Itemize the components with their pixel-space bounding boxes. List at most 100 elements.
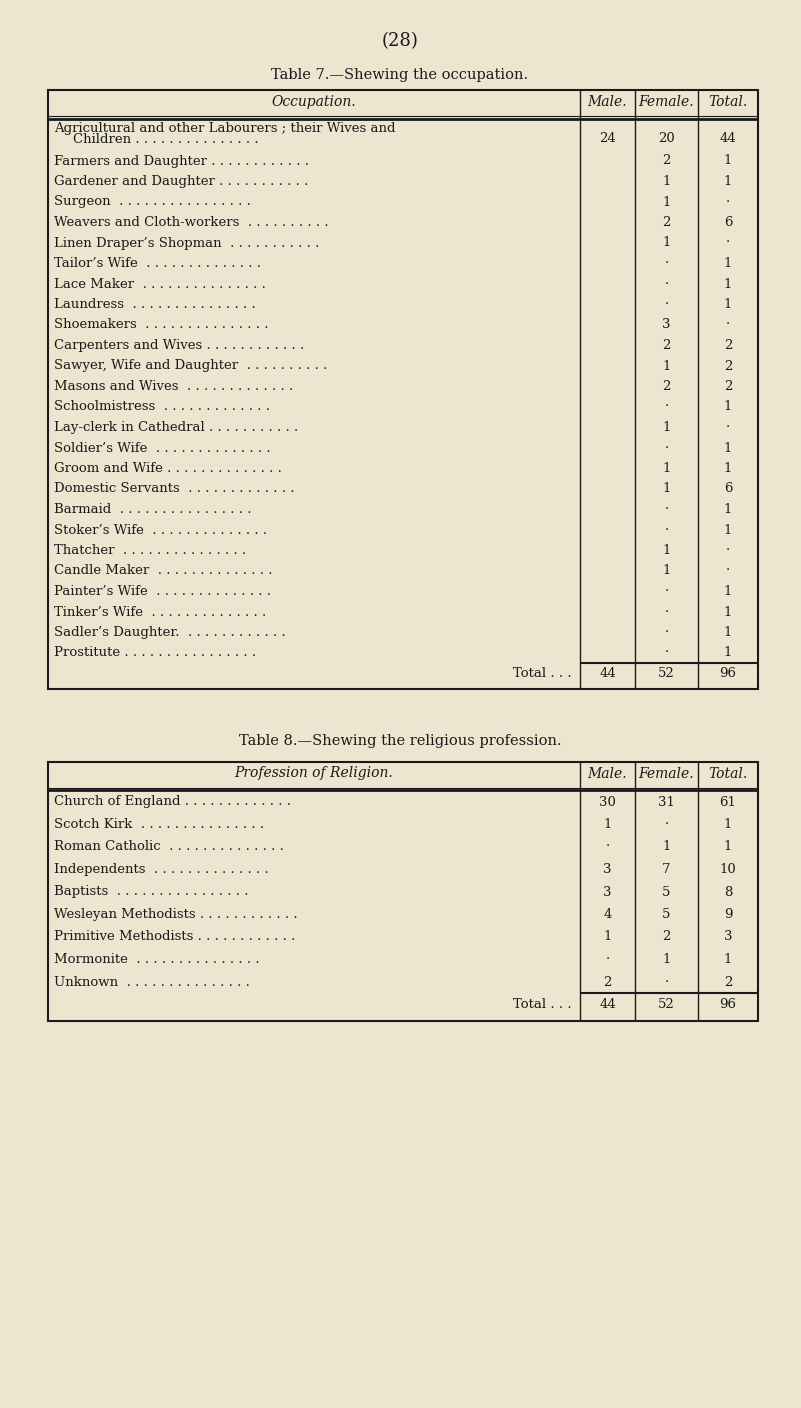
- Text: 52: 52: [658, 998, 675, 1011]
- Text: 2: 2: [662, 380, 670, 393]
- Text: 3: 3: [603, 886, 612, 898]
- Text: Lace Maker  . . . . . . . . . . . . . . .: Lace Maker . . . . . . . . . . . . . . .: [54, 277, 266, 290]
- Text: 52: 52: [658, 667, 675, 680]
- Bar: [48, 90, 758, 689]
- Text: Gardener and Daughter . . . . . . . . . . .: Gardener and Daughter . . . . . . . . . …: [54, 175, 308, 189]
- Text: Surgeon  . . . . . . . . . . . . . . . .: Surgeon . . . . . . . . . . . . . . . .: [54, 196, 251, 208]
- Text: ·: ·: [664, 627, 669, 639]
- Text: 1: 1: [724, 298, 732, 311]
- Text: 24: 24: [599, 132, 616, 145]
- Text: 1: 1: [662, 196, 670, 208]
- Text: Roman Catholic  . . . . . . . . . . . . . .: Roman Catholic . . . . . . . . . . . . .…: [54, 841, 284, 853]
- Text: 1: 1: [724, 841, 732, 853]
- Text: 2: 2: [662, 155, 670, 168]
- Text: Unknown  . . . . . . . . . . . . . . .: Unknown . . . . . . . . . . . . . . .: [54, 976, 250, 988]
- Text: ·: ·: [664, 605, 669, 618]
- Text: ·: ·: [726, 196, 731, 208]
- Text: Prostitute . . . . . . . . . . . . . . . .: Prostitute . . . . . . . . . . . . . . .…: [54, 646, 256, 659]
- Text: Primitive Methodists . . . . . . . . . . . .: Primitive Methodists . . . . . . . . . .…: [54, 931, 296, 943]
- Text: ·: ·: [726, 565, 731, 577]
- Text: Domestic Servants  . . . . . . . . . . . . .: Domestic Servants . . . . . . . . . . . …: [54, 483, 295, 496]
- Text: 1: 1: [662, 841, 670, 853]
- Text: Wesleyan Methodists . . . . . . . . . . . .: Wesleyan Methodists . . . . . . . . . . …: [54, 908, 298, 921]
- Text: Linen Draper’s Shopman  . . . . . . . . . . .: Linen Draper’s Shopman . . . . . . . . .…: [54, 237, 320, 249]
- Text: Female.: Female.: [638, 766, 694, 780]
- Text: 1: 1: [724, 400, 732, 414]
- Text: 1: 1: [603, 818, 612, 831]
- Text: Occupation.: Occupation.: [272, 94, 356, 108]
- Text: Profession of Religion.: Profession of Religion.: [235, 766, 393, 780]
- Text: ·: ·: [664, 524, 669, 536]
- Text: 30: 30: [599, 796, 616, 808]
- Text: 1: 1: [724, 442, 732, 455]
- Text: Total . . .: Total . . .: [513, 667, 572, 680]
- Text: 2: 2: [662, 931, 670, 943]
- Text: Table 7.—Shewing the occupation.: Table 7.—Shewing the occupation.: [272, 68, 529, 82]
- Text: Total.: Total.: [708, 94, 747, 108]
- Text: 3: 3: [603, 863, 612, 876]
- Text: 1: 1: [724, 155, 732, 168]
- Text: Barmaid  . . . . . . . . . . . . . . . .: Barmaid . . . . . . . . . . . . . . . .: [54, 503, 252, 515]
- Text: 1: 1: [724, 818, 732, 831]
- Text: ·: ·: [664, 976, 669, 988]
- Text: 5: 5: [662, 886, 670, 898]
- Text: ·: ·: [606, 841, 610, 853]
- Text: 4: 4: [603, 908, 612, 921]
- Text: Independents  . . . . . . . . . . . . . .: Independents . . . . . . . . . . . . . .: [54, 863, 269, 876]
- Text: 7: 7: [662, 863, 670, 876]
- Text: 31: 31: [658, 796, 675, 808]
- Text: (28): (28): [381, 32, 418, 51]
- Text: 1: 1: [662, 565, 670, 577]
- Text: Shoemakers  . . . . . . . . . . . . . . .: Shoemakers . . . . . . . . . . . . . . .: [54, 318, 268, 331]
- Text: 1: 1: [724, 953, 732, 966]
- Text: 96: 96: [719, 667, 736, 680]
- Text: 2: 2: [724, 380, 732, 393]
- Text: Mormonite  . . . . . . . . . . . . . . .: Mormonite . . . . . . . . . . . . . . .: [54, 953, 260, 966]
- Text: 2: 2: [724, 359, 732, 373]
- Text: 9: 9: [724, 908, 732, 921]
- Text: 2: 2: [724, 339, 732, 352]
- Text: 44: 44: [719, 132, 736, 145]
- Text: 1: 1: [662, 483, 670, 496]
- Text: ·: ·: [664, 442, 669, 455]
- Text: 1: 1: [662, 462, 670, 474]
- Text: 61: 61: [719, 796, 736, 808]
- Text: Sadler’s Daughter.  . . . . . . . . . . . .: Sadler’s Daughter. . . . . . . . . . . .…: [54, 627, 286, 639]
- Text: Tailor’s Wife  . . . . . . . . . . . . . .: Tailor’s Wife . . . . . . . . . . . . . …: [54, 258, 261, 270]
- Text: Laundress  . . . . . . . . . . . . . . .: Laundress . . . . . . . . . . . . . . .: [54, 298, 256, 311]
- Text: 2: 2: [662, 215, 670, 230]
- Text: 96: 96: [719, 998, 736, 1011]
- Text: Agricultural and other Labourers ; their Wives and: Agricultural and other Labourers ; their…: [54, 122, 396, 135]
- Text: 1: 1: [662, 543, 670, 558]
- Text: 8: 8: [724, 886, 732, 898]
- Text: Children . . . . . . . . . . . . . . .: Children . . . . . . . . . . . . . . .: [73, 132, 259, 146]
- Text: 1: 1: [662, 359, 670, 373]
- Text: ·: ·: [664, 258, 669, 270]
- Text: Baptists  . . . . . . . . . . . . . . . .: Baptists . . . . . . . . . . . . . . . .: [54, 886, 248, 898]
- Text: Carpenters and Wives . . . . . . . . . . . .: Carpenters and Wives . . . . . . . . . .…: [54, 339, 304, 352]
- Text: 44: 44: [599, 998, 616, 1011]
- Text: 1: 1: [662, 953, 670, 966]
- Text: 1: 1: [724, 627, 732, 639]
- Text: 1: 1: [724, 646, 732, 659]
- Text: 3: 3: [662, 318, 670, 331]
- Text: Scotch Kirk  . . . . . . . . . . . . . . .: Scotch Kirk . . . . . . . . . . . . . . …: [54, 818, 264, 831]
- Text: Weavers and Cloth-workers  . . . . . . . . . .: Weavers and Cloth-workers . . . . . . . …: [54, 215, 328, 230]
- Text: 1: 1: [603, 931, 612, 943]
- Text: Stoker’s Wife  . . . . . . . . . . . . . .: Stoker’s Wife . . . . . . . . . . . . . …: [54, 524, 267, 536]
- Text: 1: 1: [724, 605, 732, 618]
- Text: ·: ·: [726, 237, 731, 249]
- Text: Soldier’s Wife  . . . . . . . . . . . . . .: Soldier’s Wife . . . . . . . . . . . . .…: [54, 442, 271, 455]
- Text: ·: ·: [664, 400, 669, 414]
- Text: 2: 2: [603, 976, 612, 988]
- Text: 1: 1: [724, 277, 732, 290]
- Text: 1: 1: [724, 175, 732, 189]
- Text: Church of England . . . . . . . . . . . . .: Church of England . . . . . . . . . . . …: [54, 796, 291, 808]
- Text: 1: 1: [724, 462, 732, 474]
- Text: ·: ·: [664, 646, 669, 659]
- Text: Male.: Male.: [588, 766, 627, 780]
- Text: 1: 1: [724, 524, 732, 536]
- Text: ·: ·: [726, 543, 731, 558]
- Text: Male.: Male.: [588, 94, 627, 108]
- Text: ·: ·: [664, 818, 669, 831]
